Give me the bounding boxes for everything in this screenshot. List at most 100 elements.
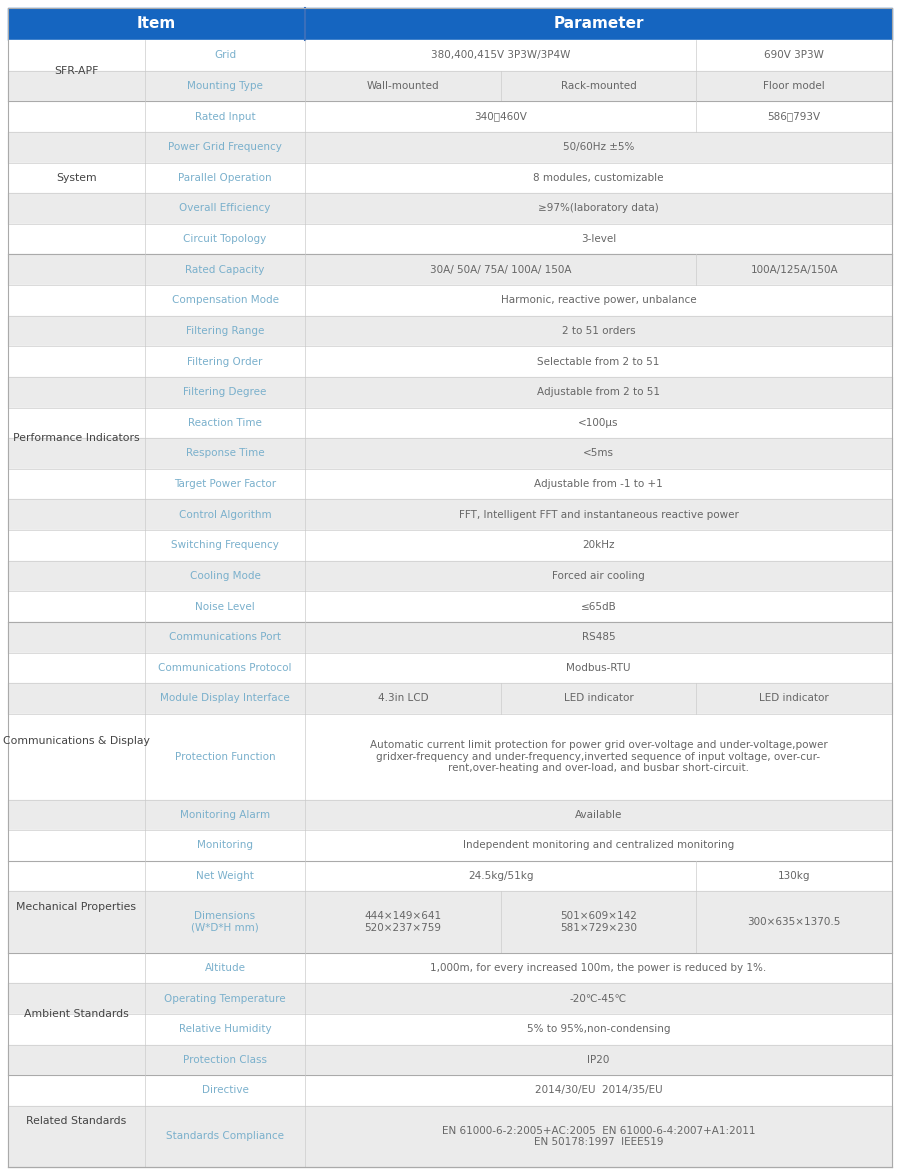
Text: Ambient Standards: Ambient Standards (24, 1009, 129, 1019)
Text: 3-level: 3-level (580, 234, 616, 244)
Text: 586～793V: 586～793V (768, 112, 821, 121)
Text: 2 to 51 orders: 2 to 51 orders (562, 325, 635, 336)
Text: Overall Efficiency: Overall Efficiency (179, 203, 271, 214)
Text: 130kg: 130kg (778, 871, 810, 881)
Text: Available: Available (575, 810, 622, 820)
Text: Independent monitoring and centralized monitoring: Independent monitoring and centralized m… (463, 840, 734, 851)
Text: Adjustable from -1 to +1: Adjustable from -1 to +1 (534, 479, 663, 489)
Polygon shape (8, 347, 892, 377)
Text: LED indicator: LED indicator (760, 693, 829, 704)
Text: Target Power Factor: Target Power Factor (174, 479, 276, 489)
Text: Related Standards: Related Standards (26, 1116, 127, 1126)
Polygon shape (8, 983, 892, 1014)
Text: Rack-mounted: Rack-mounted (561, 81, 636, 90)
Text: LED indicator: LED indicator (563, 693, 634, 704)
Text: Dimensions
(W*D*H mm): Dimensions (W*D*H mm) (191, 911, 259, 933)
Polygon shape (8, 830, 892, 861)
Text: ≥97%(laboratory data): ≥97%(laboratory data) (538, 203, 659, 214)
Text: ≤65dB: ≤65dB (580, 602, 616, 611)
Text: Forced air cooling: Forced air cooling (552, 571, 645, 580)
Text: Mechanical Properties: Mechanical Properties (16, 901, 137, 912)
Text: Switching Frequency: Switching Frequency (171, 540, 279, 550)
Text: Filtering Degree: Filtering Degree (184, 388, 266, 397)
Text: Module Display Interface: Module Display Interface (160, 693, 290, 704)
Text: <100μs: <100μs (578, 418, 619, 428)
Polygon shape (8, 132, 892, 162)
Polygon shape (8, 953, 892, 983)
Text: 300×635×1370.5: 300×635×1370.5 (748, 916, 841, 927)
Text: Wall-mounted: Wall-mounted (366, 81, 439, 90)
Polygon shape (8, 254, 892, 286)
Text: <5ms: <5ms (583, 449, 614, 458)
Text: Adjustable from 2 to 51: Adjustable from 2 to 51 (537, 388, 660, 397)
Text: 50/60Hz ±5%: 50/60Hz ±5% (562, 142, 634, 153)
Text: RS485: RS485 (581, 632, 616, 643)
Text: 24.5kg/51kg: 24.5kg/51kg (468, 871, 534, 881)
Polygon shape (8, 1106, 892, 1167)
Text: Filtering Range: Filtering Range (185, 325, 265, 336)
Polygon shape (8, 8, 892, 40)
Text: IP20: IP20 (588, 1055, 609, 1065)
Text: System: System (56, 173, 97, 183)
Polygon shape (8, 622, 892, 652)
Text: Circuit Topology: Circuit Topology (184, 234, 266, 244)
Polygon shape (8, 40, 892, 70)
Polygon shape (8, 892, 892, 953)
Text: 444×149×641
520×237×759: 444×149×641 520×237×759 (364, 911, 441, 933)
Polygon shape (8, 286, 892, 316)
Text: 2014/30/EU  2014/35/EU: 2014/30/EU 2014/35/EU (535, 1086, 662, 1095)
Polygon shape (8, 162, 892, 193)
Text: 20kHz: 20kHz (582, 540, 615, 550)
Polygon shape (8, 316, 892, 347)
Text: 501×609×142
581×729×230: 501×609×142 581×729×230 (560, 911, 637, 933)
Text: 100A/125A/150A: 100A/125A/150A (751, 264, 838, 275)
Polygon shape (8, 591, 892, 622)
Text: Response Time: Response Time (185, 449, 265, 458)
Text: Noise Level: Noise Level (195, 602, 255, 611)
Polygon shape (8, 70, 892, 101)
Polygon shape (8, 1075, 892, 1106)
Text: Mounting Type: Mounting Type (187, 81, 263, 90)
Polygon shape (8, 408, 892, 438)
Text: Altitude: Altitude (204, 963, 246, 973)
Text: 5% to 95%,non-condensing: 5% to 95%,non-condensing (526, 1025, 670, 1034)
Text: Modbus-RTU: Modbus-RTU (566, 663, 631, 673)
Text: Performance Indicators: Performance Indicators (14, 434, 140, 443)
Polygon shape (8, 1045, 892, 1075)
Polygon shape (8, 713, 892, 799)
Text: Rated Capacity: Rated Capacity (185, 264, 265, 275)
Polygon shape (8, 530, 892, 560)
Text: Protection Function: Protection Function (175, 752, 275, 761)
Polygon shape (8, 861, 892, 892)
Text: Parameter: Parameter (554, 16, 644, 32)
Text: Communications Port: Communications Port (169, 632, 281, 643)
Text: Communications & Display: Communications & Display (3, 737, 150, 746)
Text: Cooling Mode: Cooling Mode (190, 571, 260, 580)
Text: Rated Input: Rated Input (194, 112, 256, 121)
Text: Reaction Time: Reaction Time (188, 418, 262, 428)
Text: Selectable from 2 to 51: Selectable from 2 to 51 (537, 356, 660, 367)
Polygon shape (8, 799, 892, 830)
Polygon shape (8, 101, 892, 132)
Text: 380,400,415V 3P3W/3P4W: 380,400,415V 3P3W/3P4W (431, 51, 571, 60)
Polygon shape (8, 499, 892, 530)
Text: 1,000m, for every increased 100m, the power is reduced by 1%.: 1,000m, for every increased 100m, the po… (430, 963, 767, 973)
Text: Parallel Operation: Parallel Operation (178, 173, 272, 183)
Text: Floor model: Floor model (763, 81, 825, 90)
Text: Monitoring Alarm: Monitoring Alarm (180, 810, 270, 820)
Text: 30A/ 50A/ 75A/ 100A/ 150A: 30A/ 50A/ 75A/ 100A/ 150A (430, 264, 572, 275)
Text: Operating Temperature: Operating Temperature (164, 994, 286, 1003)
Text: Power Grid Frequency: Power Grid Frequency (168, 142, 282, 153)
Text: Standards Compliance: Standards Compliance (166, 1132, 284, 1141)
Text: 690V 3P3W: 690V 3P3W (764, 51, 824, 60)
Text: EN 61000-6-2:2005+AC:2005  EN 61000-6-4:2007+A1:2011
EN 50178:1997  IEEE519: EN 61000-6-2:2005+AC:2005 EN 61000-6-4:2… (442, 1126, 755, 1147)
Text: 8 modules, customizable: 8 modules, customizable (533, 173, 664, 183)
Text: Compensation Mode: Compensation Mode (172, 295, 278, 306)
Text: Monitoring: Monitoring (197, 840, 253, 851)
Polygon shape (8, 652, 892, 683)
Text: Harmonic, reactive power, unbalance: Harmonic, reactive power, unbalance (500, 295, 697, 306)
Polygon shape (8, 438, 892, 469)
Text: -20℃-45℃: -20℃-45℃ (570, 994, 627, 1003)
Text: Control Algorithm: Control Algorithm (179, 510, 271, 519)
Text: Net Weight: Net Weight (196, 871, 254, 881)
